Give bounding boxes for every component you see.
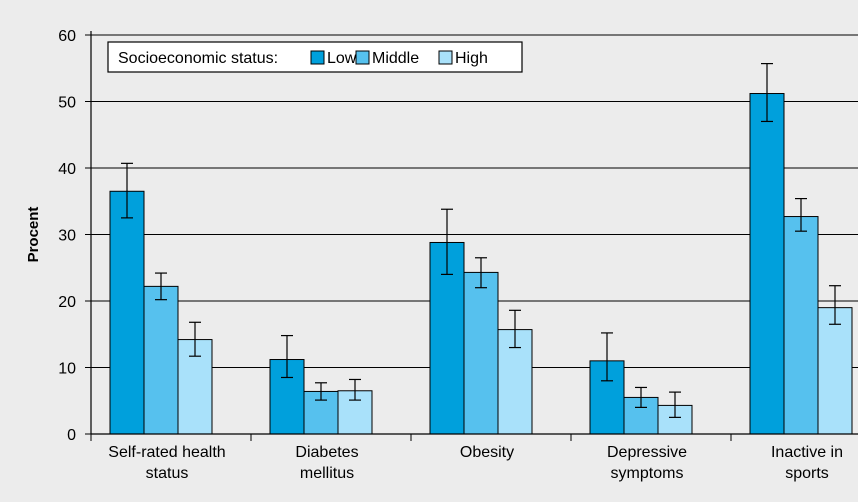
category-label: Inactive in sports — [771, 444, 843, 482]
y-tick-label: 10 — [58, 361, 76, 378]
legend-swatch-high — [438, 50, 453, 65]
category-label-line: status — [146, 465, 189, 482]
bar-low — [109, 190, 145, 435]
bar-middle — [783, 216, 819, 435]
category-label: Self-rated health status — [108, 444, 225, 482]
category-label: Diabetes mellitus — [295, 444, 358, 482]
y-tick-label: 50 — [58, 95, 76, 112]
category-label-line: sports — [785, 465, 829, 482]
legend-label-low: Low — [327, 50, 357, 67]
category-label: Obesity — [460, 444, 514, 461]
bar-middle — [143, 285, 179, 435]
category-label-line: symptoms — [611, 465, 684, 482]
y-tick-label: 60 — [58, 28, 76, 45]
category-label-line: mellitus — [300, 465, 354, 482]
legend-swatch-low — [310, 50, 325, 65]
legend-label-high: High — [455, 50, 488, 67]
legend-label-middle: Middle — [372, 50, 419, 67]
bar-middle — [463, 271, 499, 435]
legend-swatch-middle — [355, 50, 370, 65]
category-label-line: Inactive in — [771, 444, 843, 461]
y-tick-label: 0 — [67, 427, 76, 444]
bar-high — [817, 307, 853, 435]
category-label: Depressive symptoms — [607, 444, 687, 482]
y-axis-label: Procent — [25, 207, 42, 263]
category-label-line: Diabetes — [295, 444, 358, 461]
bar-low — [749, 93, 785, 435]
category-label-line: Depressive — [607, 444, 687, 461]
category-label-line: Obesity — [460, 444, 514, 461]
category-label-line: Self-rated health — [108, 444, 225, 461]
y-tick-label: 20 — [58, 294, 76, 311]
y-tick-label: 30 — [58, 228, 76, 245]
legend-title: Socioeconomic status: — [118, 50, 278, 67]
y-tick-label: 40 — [58, 161, 76, 178]
